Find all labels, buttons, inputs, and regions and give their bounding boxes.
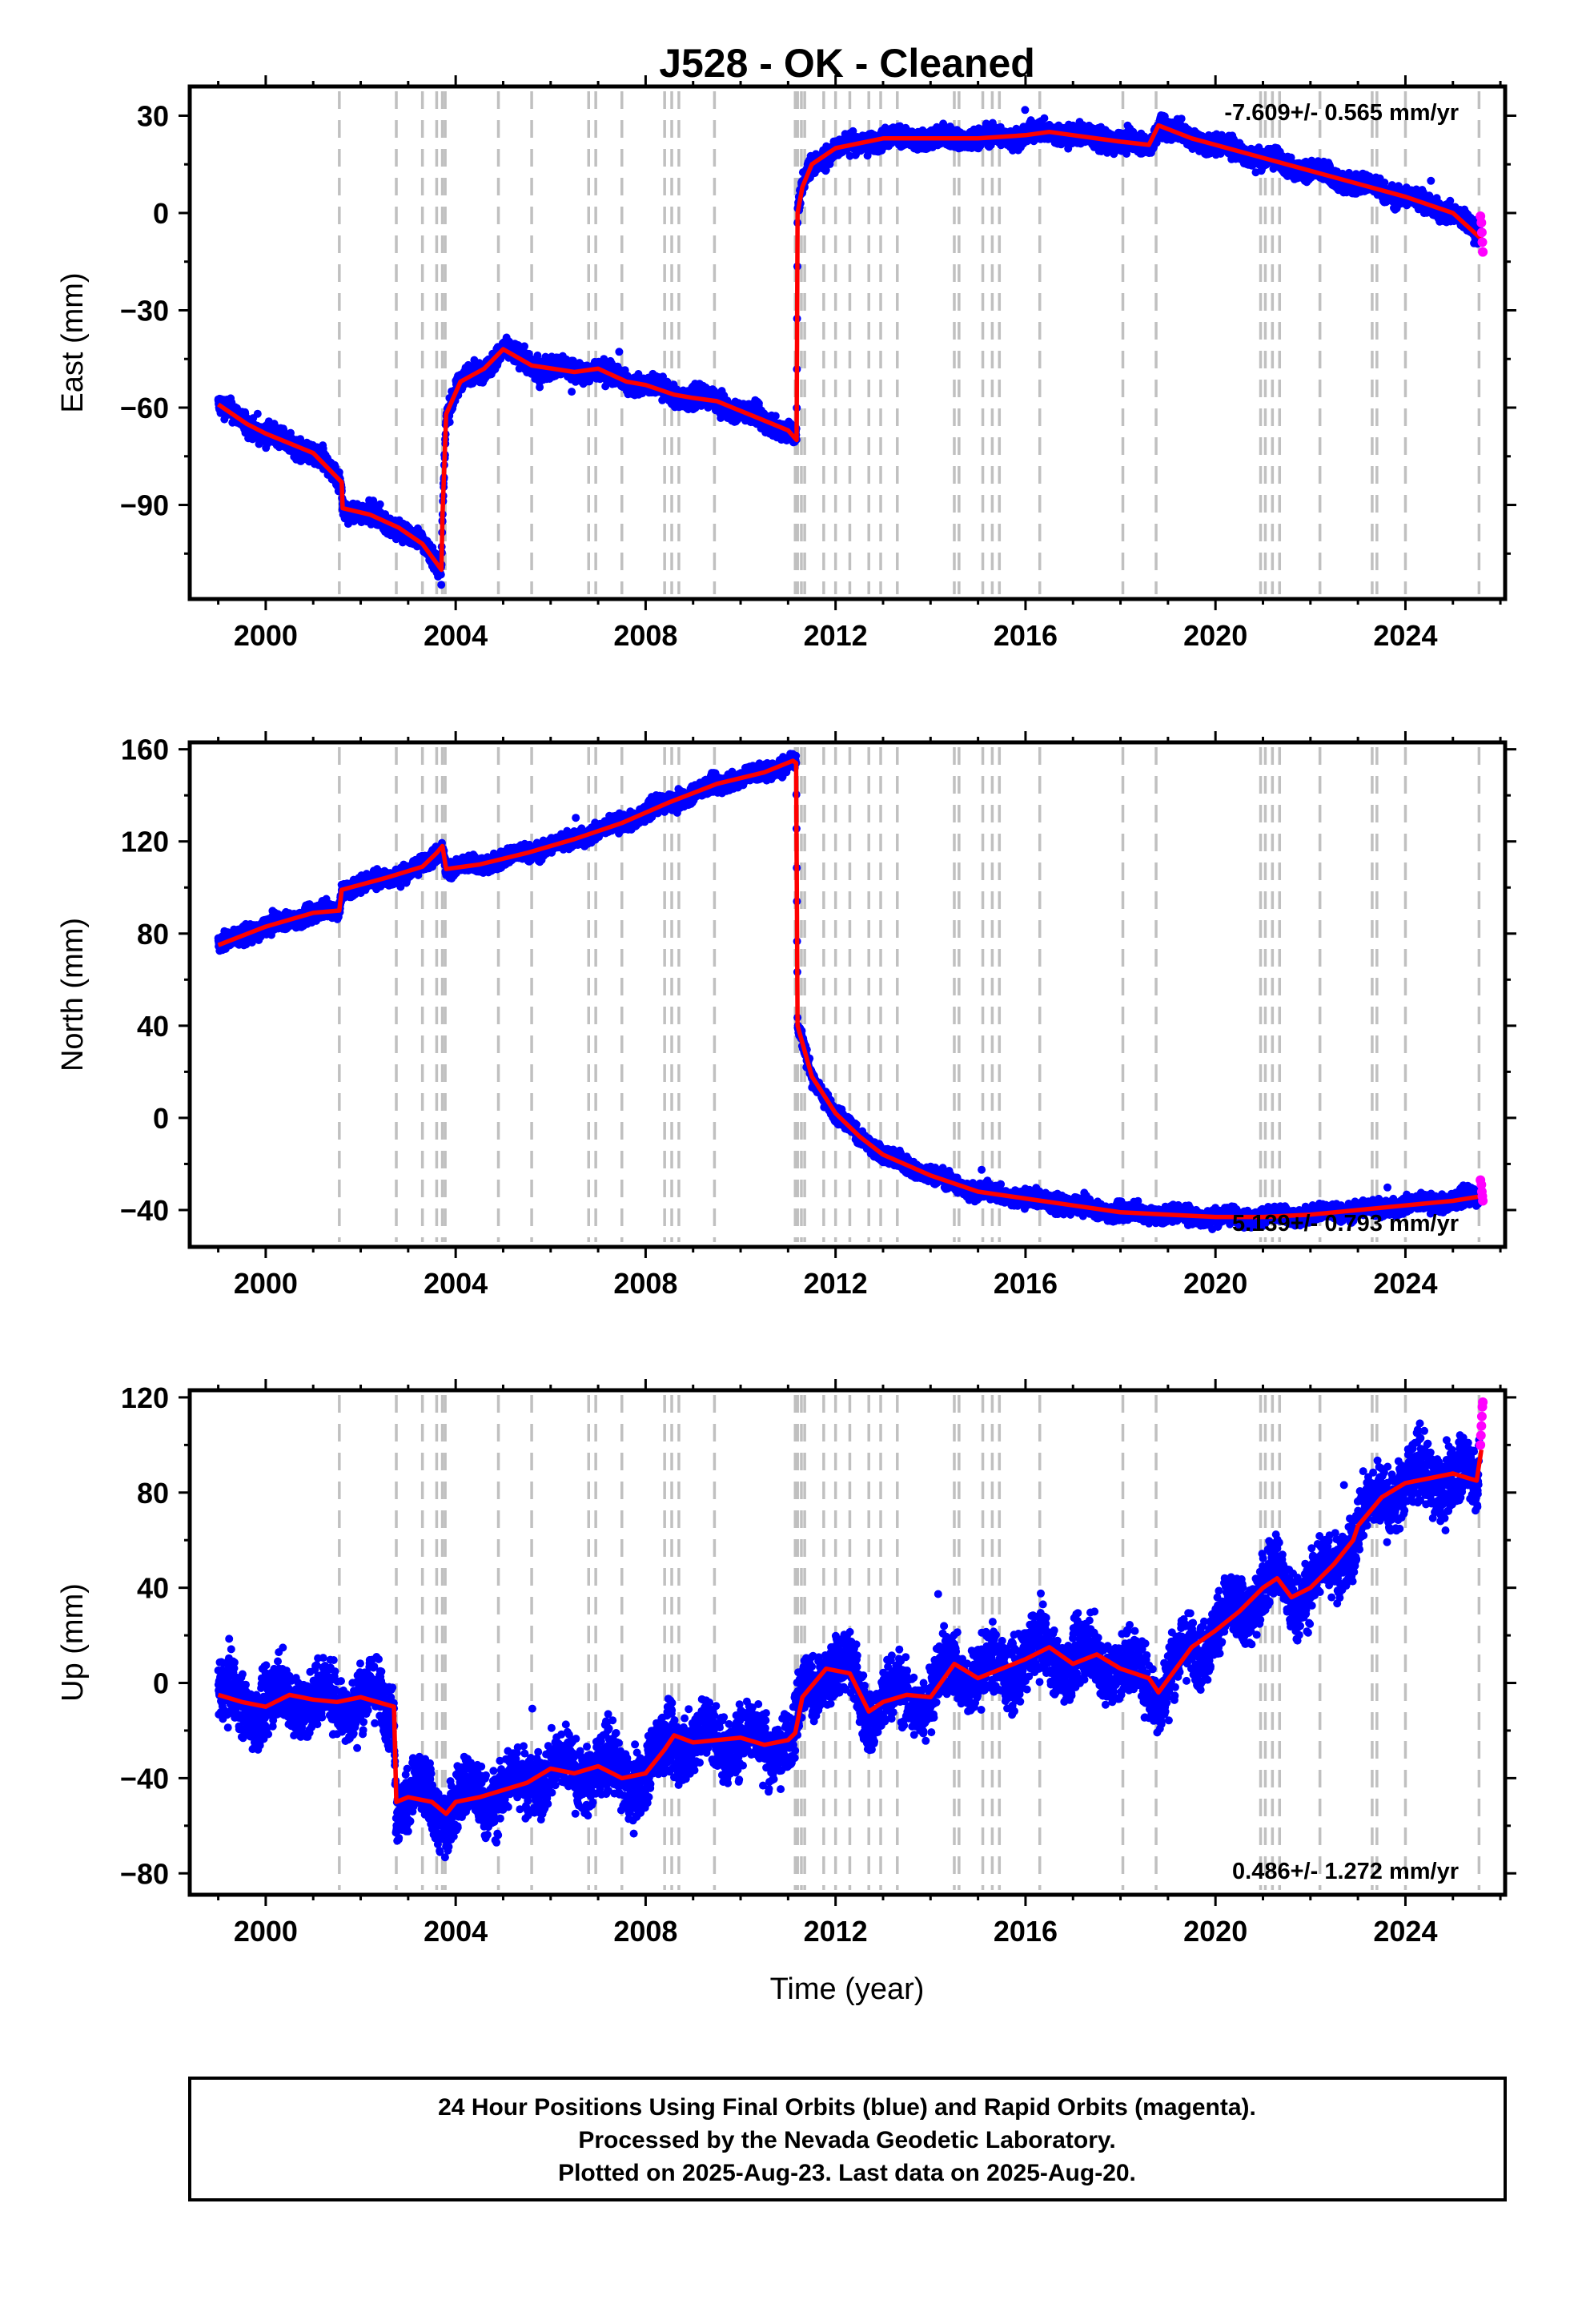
panel-1: 2000 2004 2008 2012 2016 2020 2024300−30−60−90… [56, 75, 1516, 652]
final-point [615, 348, 624, 356]
final-point [335, 468, 343, 476]
final-point [1040, 114, 1049, 123]
final-point [568, 388, 576, 396]
final-point [253, 409, 262, 418]
final-point [1021, 106, 1030, 115]
final-point [520, 342, 528, 351]
panels: 2000 2004 2008 2012 2016 2020 2024300−30−60−90… [56, 75, 1516, 1948]
final-point [754, 399, 763, 408]
final-point [536, 383, 544, 392]
figure-title: J528 - OK - Cleaned [659, 41, 1035, 86]
final-point [375, 500, 384, 509]
final-point [437, 581, 446, 589]
final-point [771, 412, 780, 420]
